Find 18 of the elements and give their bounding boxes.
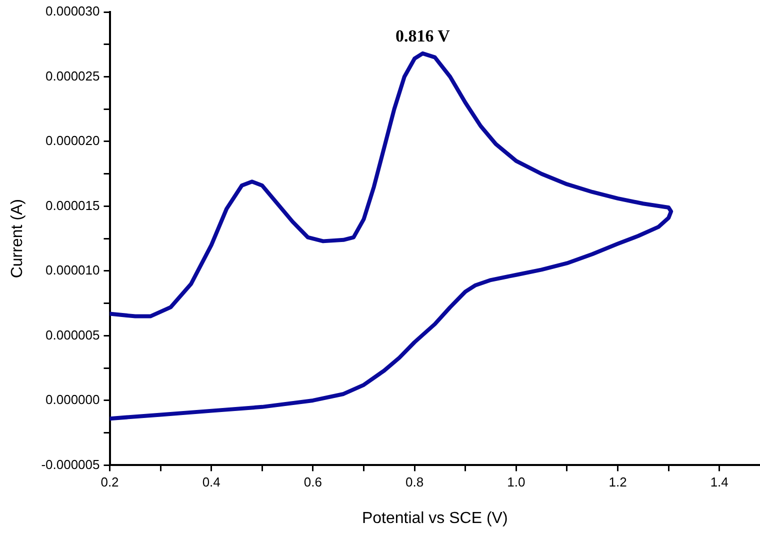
y-tick-label: 0.000020	[46, 133, 100, 148]
y-tick-label: -0.000005	[41, 456, 100, 472]
y-tick-label: 0.000030	[46, 4, 100, 19]
x-tick-label: 1.2	[608, 474, 627, 490]
y-tick-label: 0.000010	[46, 262, 100, 278]
x-tick-label: 0.2	[100, 474, 119, 490]
x-tick-label: 0.8	[406, 474, 424, 490]
x-axis-title: Potential vs SCE (V)	[362, 510, 508, 527]
y-axis-title: Current (A)	[9, 199, 26, 278]
annotation: 0.816 V	[395, 26, 451, 46]
y-tick-label: 0.000025	[46, 68, 100, 84]
y-tick-label: 0.000005	[46, 327, 100, 342]
x-tick-label: 1.4	[710, 474, 728, 490]
y-tick-label: 0.000000	[46, 392, 100, 408]
x-tick-label: 1.0	[507, 474, 526, 490]
y-tick-label: 0.000015	[46, 198, 100, 213]
x-tick-label: 0.4	[202, 474, 220, 490]
x-tick-label: 0.6	[304, 474, 322, 490]
